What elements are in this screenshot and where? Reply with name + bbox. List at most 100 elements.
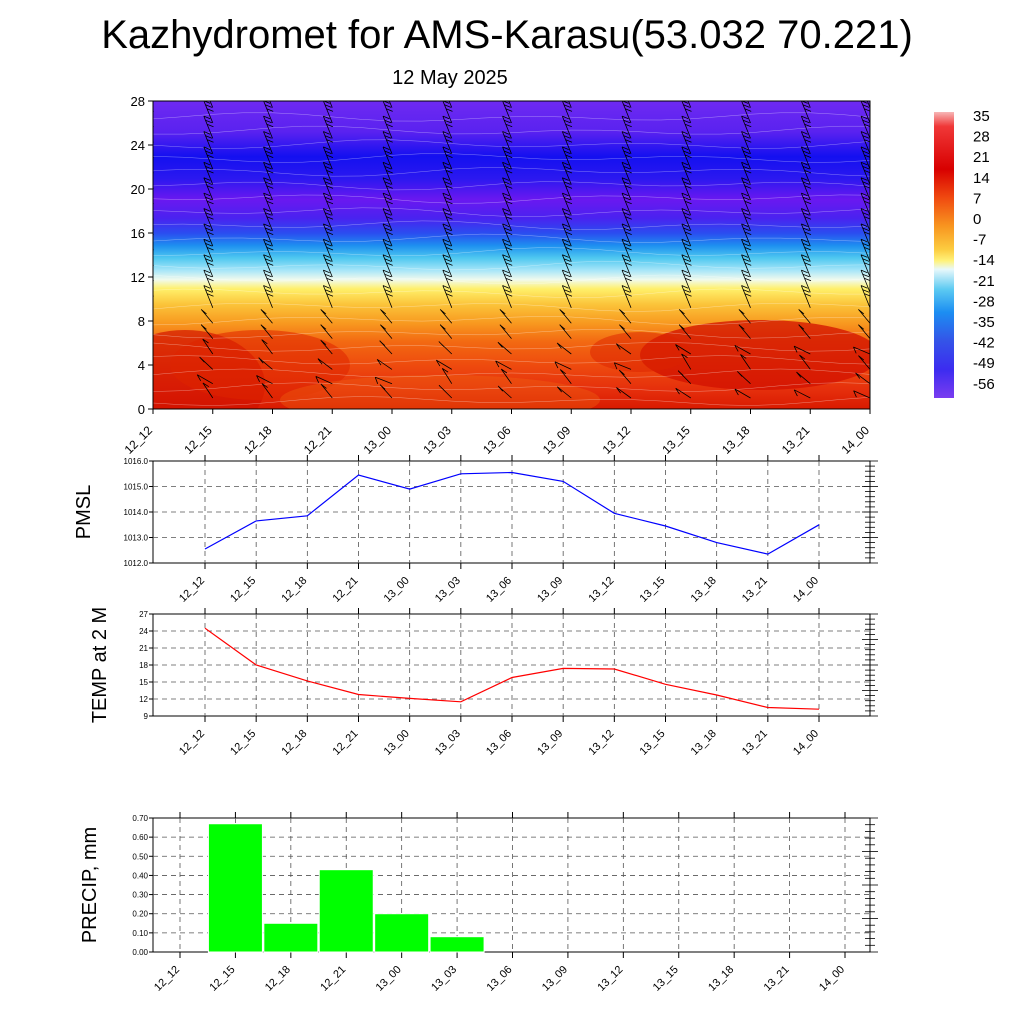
wind-barb (734, 388, 751, 399)
series-line (204, 471, 820, 555)
wind-barb (621, 269, 632, 293)
x-tick-label: 12_18 (279, 575, 309, 605)
x-tick-label: 14_00 (839, 423, 873, 457)
colorbar-label: -14 (973, 252, 995, 269)
wind-barb (260, 324, 273, 339)
wind-barb (322, 238, 334, 262)
y-tick-label: 1012.0 (124, 559, 149, 568)
x-tick-label: 13_00 (382, 575, 412, 605)
wind-barb (153, 233, 154, 247)
wind-barb (200, 324, 214, 339)
wind-barb (678, 309, 692, 324)
wind-barb (621, 238, 632, 262)
cross-section-panel: 0 4 8 12 16 20 24 28 12_12 12_15 12_18 12_21 13_00 13… (122, 94, 873, 457)
wind-barb (800, 223, 812, 247)
y-tick-label: 4 (138, 358, 145, 373)
wind-barb (738, 324, 751, 339)
wind-barb (322, 101, 334, 124)
wind-barb (556, 386, 572, 399)
wind-barb (741, 146, 752, 170)
wind-barb (800, 177, 812, 201)
y-axis-title: PMSL (73, 485, 95, 539)
wind-barb (382, 101, 393, 124)
wind-barb (203, 285, 214, 308)
wind-barb (153, 397, 154, 398)
wind-barb (615, 343, 632, 355)
wind-barb (855, 372, 870, 385)
wind-barb (380, 324, 393, 339)
wind-barb (380, 309, 393, 324)
wind-barb (442, 177, 453, 201)
wind-barb (322, 269, 334, 293)
wind-barb (196, 374, 213, 385)
wind-barb (800, 115, 812, 139)
wind-barb (502, 115, 513, 139)
wind-barb (559, 369, 572, 384)
wind-barb (618, 369, 632, 384)
wind-barb (860, 131, 870, 154)
wind-barb (263, 131, 274, 154)
y-tick-label: 0.10 (132, 929, 148, 938)
wind-barb (561, 238, 573, 262)
x-tick-label: 13_21 (762, 964, 792, 994)
wind-barb (502, 238, 513, 262)
wind-barb (320, 309, 333, 324)
wind-barb (153, 203, 154, 216)
wind-barb (502, 177, 513, 201)
wind-barb (153, 156, 154, 170)
x-tick-label: 12_15 (228, 728, 258, 758)
wind-barb (153, 126, 154, 139)
wind-barb (320, 383, 333, 399)
wind-barb (442, 192, 453, 216)
wind-barb (502, 285, 513, 308)
wind-barb (203, 238, 214, 262)
wind-barb (261, 339, 273, 355)
wind-barb (203, 223, 214, 247)
wind-barb (800, 131, 812, 154)
colorbar-label: 35 (973, 108, 990, 125)
page-date: 12 May 2025 (392, 67, 508, 89)
x-tick-label: 13_12 (595, 964, 625, 994)
wind-barb (741, 208, 752, 231)
wind-barb (675, 344, 692, 355)
temperature-panel: 9 12 15 18 21 24 27 12_12 12_15 12_18 12_21 13_00 13… (89, 607, 878, 758)
wind-barb (442, 131, 453, 154)
colorbar-label: -35 (973, 314, 995, 331)
wind-barb (561, 223, 573, 247)
y-axis-title: PRECIP, mm (79, 827, 101, 943)
wind-barb (621, 177, 632, 201)
wind-barb (441, 368, 453, 384)
wind-barb (860, 285, 870, 308)
wind-barb (320, 324, 333, 339)
colorbar-label: -21 (973, 273, 995, 290)
x-tick-label: 12_21 (301, 423, 335, 457)
wind-barb (315, 376, 333, 385)
y-tick-label: 9 (144, 712, 149, 721)
x-tick-label: 12_12 (122, 423, 156, 457)
y-tick-label: 1016.0 (124, 457, 149, 466)
x-tick-label: 13_21 (779, 423, 813, 457)
colorbar-label: 21 (973, 149, 990, 166)
wind-barb (499, 309, 512, 324)
wind-barb (317, 358, 333, 370)
wind-barb (621, 146, 632, 170)
wind-barb (621, 223, 632, 247)
wind-barb (374, 376, 393, 385)
y-tick-label: 0.60 (132, 833, 148, 842)
wind-barb (442, 269, 453, 293)
wind-barb (322, 146, 334, 170)
wind-barb (153, 110, 154, 123)
wind-barb (379, 384, 393, 399)
x-tick-label: 13_09 (535, 575, 565, 605)
y-tick-label: 1014.0 (124, 508, 149, 517)
wind-barb (800, 146, 812, 170)
wind-barb (261, 383, 273, 399)
wind-barb (681, 115, 692, 139)
wind-barb (860, 115, 870, 139)
wind-barb (800, 269, 812, 293)
wind-barb (860, 146, 870, 170)
wind-barb (561, 192, 573, 216)
wind-barb (613, 362, 632, 370)
y-tick-label: 24 (131, 138, 145, 153)
